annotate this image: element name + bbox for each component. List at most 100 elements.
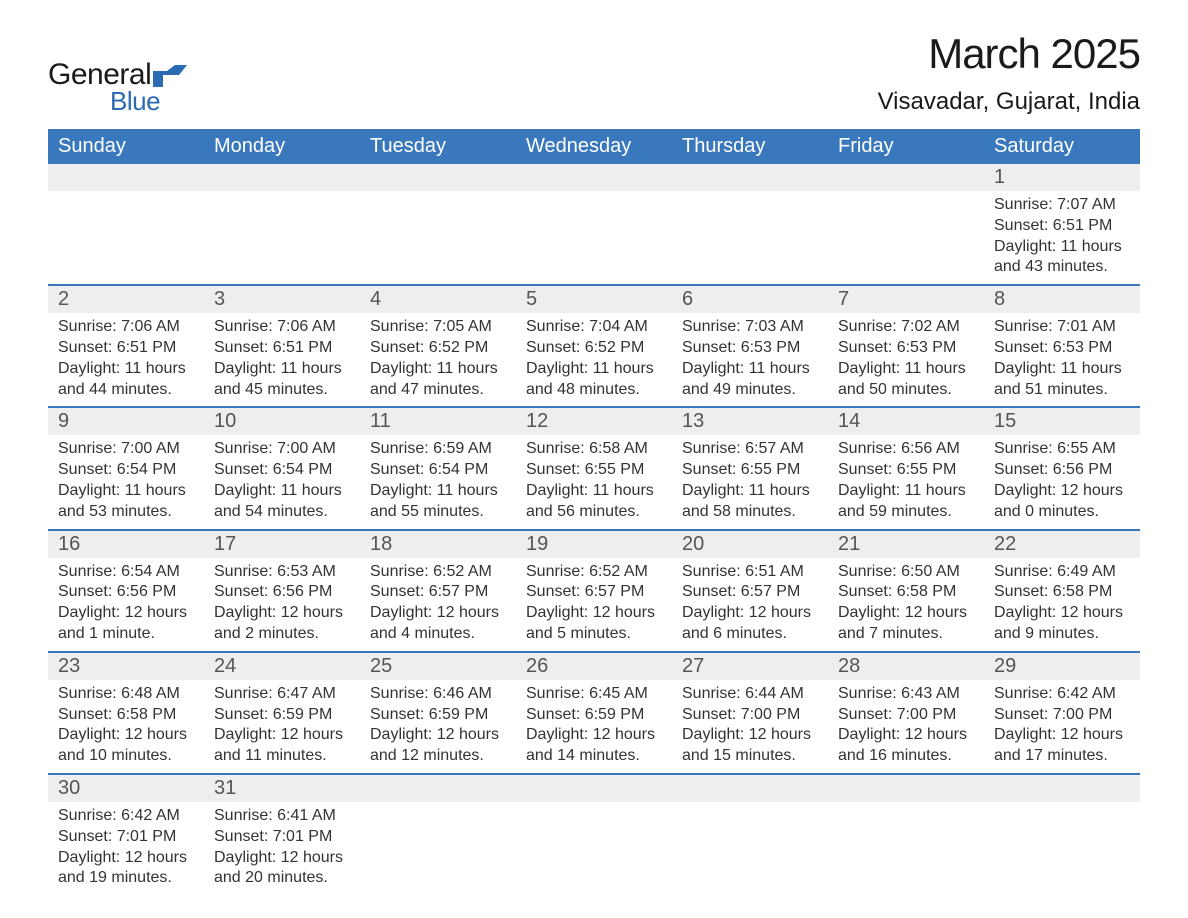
calendar-cell: 24Sunrise: 6:47 AMSunset: 6:59 PMDayligh… bbox=[204, 652, 360, 774]
day-details: Sunrise: 6:52 AMSunset: 6:57 PMDaylight:… bbox=[360, 558, 516, 651]
day-details: Sunrise: 7:05 AMSunset: 6:52 PMDaylight:… bbox=[360, 313, 516, 406]
sunset-text: Sunset: 7:00 PM bbox=[682, 705, 818, 726]
daylight-text-1: Daylight: 11 hours bbox=[526, 359, 662, 380]
sunrise-text: Sunrise: 6:53 AM bbox=[214, 562, 350, 583]
sunrise-text: Sunrise: 6:52 AM bbox=[370, 562, 506, 583]
daylight-text-2: and 2 minutes. bbox=[214, 624, 350, 645]
daylight-text-1: Daylight: 12 hours bbox=[838, 725, 974, 746]
empty-day bbox=[828, 191, 984, 201]
sunset-text: Sunset: 7:00 PM bbox=[994, 705, 1130, 726]
empty-day-number bbox=[828, 164, 984, 191]
calendar-cell bbox=[360, 774, 516, 895]
sunrise-text: Sunrise: 6:48 AM bbox=[58, 684, 194, 705]
sunset-text: Sunset: 6:54 PM bbox=[58, 460, 194, 481]
daylight-text-2: and 54 minutes. bbox=[214, 502, 350, 523]
daylight-text-2: and 4 minutes. bbox=[370, 624, 506, 645]
day-number: 28 bbox=[828, 653, 984, 680]
calendar-cell: 31Sunrise: 6:41 AMSunset: 7:01 PMDayligh… bbox=[204, 774, 360, 895]
day-number: 16 bbox=[48, 531, 204, 558]
calendar-cell: 8Sunrise: 7:01 AMSunset: 6:53 PMDaylight… bbox=[984, 285, 1140, 407]
sunset-text: Sunset: 6:59 PM bbox=[526, 705, 662, 726]
sunset-text: Sunset: 7:01 PM bbox=[58, 827, 194, 848]
calendar-cell: 3Sunrise: 7:06 AMSunset: 6:51 PMDaylight… bbox=[204, 285, 360, 407]
day-details: Sunrise: 7:07 AMSunset: 6:51 PMDaylight:… bbox=[984, 191, 1140, 284]
sunrise-text: Sunrise: 7:07 AM bbox=[994, 195, 1130, 216]
daylight-text-1: Daylight: 12 hours bbox=[838, 603, 974, 624]
day-details: Sunrise: 6:55 AMSunset: 6:56 PMDaylight:… bbox=[984, 435, 1140, 528]
sunrise-text: Sunrise: 6:51 AM bbox=[682, 562, 818, 583]
sunset-text: Sunset: 6:57 PM bbox=[526, 582, 662, 603]
sunset-text: Sunset: 6:53 PM bbox=[838, 338, 974, 359]
calendar-cell bbox=[828, 774, 984, 895]
day-details: Sunrise: 7:00 AMSunset: 6:54 PMDaylight:… bbox=[48, 435, 204, 528]
daylight-text-2: and 6 minutes. bbox=[682, 624, 818, 645]
sunrise-text: Sunrise: 6:42 AM bbox=[994, 684, 1130, 705]
calendar-cell: 14Sunrise: 6:56 AMSunset: 6:55 PMDayligh… bbox=[828, 407, 984, 529]
day-number: 27 bbox=[672, 653, 828, 680]
daylight-text-2: and 56 minutes. bbox=[526, 502, 662, 523]
calendar-week-row: 23Sunrise: 6:48 AMSunset: 6:58 PMDayligh… bbox=[48, 652, 1140, 774]
weekday-header: Monday bbox=[204, 129, 360, 164]
sunset-text: Sunset: 6:52 PM bbox=[526, 338, 662, 359]
empty-day bbox=[204, 191, 360, 201]
daylight-text-1: Daylight: 11 hours bbox=[682, 359, 818, 380]
sunset-text: Sunset: 6:53 PM bbox=[994, 338, 1130, 359]
calendar-cell: 4Sunrise: 7:05 AMSunset: 6:52 PMDaylight… bbox=[360, 285, 516, 407]
daylight-text-1: Daylight: 12 hours bbox=[214, 848, 350, 869]
empty-day bbox=[516, 802, 672, 812]
day-details: Sunrise: 6:42 AMSunset: 7:00 PMDaylight:… bbox=[984, 680, 1140, 773]
day-number: 21 bbox=[828, 531, 984, 558]
calendar-cell: 12Sunrise: 6:58 AMSunset: 6:55 PMDayligh… bbox=[516, 407, 672, 529]
day-number: 1 bbox=[984, 164, 1140, 191]
weekday-header: Saturday bbox=[984, 129, 1140, 164]
sunset-text: Sunset: 6:58 PM bbox=[58, 705, 194, 726]
weekday-header: Sunday bbox=[48, 129, 204, 164]
day-details: Sunrise: 7:01 AMSunset: 6:53 PMDaylight:… bbox=[984, 313, 1140, 406]
sunset-text: Sunset: 6:51 PM bbox=[214, 338, 350, 359]
sunset-text: Sunset: 6:54 PM bbox=[370, 460, 506, 481]
daylight-text-2: and 59 minutes. bbox=[838, 502, 974, 523]
calendar-cell: 29Sunrise: 6:42 AMSunset: 7:00 PMDayligh… bbox=[984, 652, 1140, 774]
day-number: 13 bbox=[672, 408, 828, 435]
sunset-text: Sunset: 6:51 PM bbox=[994, 216, 1130, 237]
daylight-text-2: and 50 minutes. bbox=[838, 380, 974, 401]
day-details: Sunrise: 6:45 AMSunset: 6:59 PMDaylight:… bbox=[516, 680, 672, 773]
sunrise-text: Sunrise: 7:00 AM bbox=[58, 439, 194, 460]
weekday-header: Tuesday bbox=[360, 129, 516, 164]
day-number: 17 bbox=[204, 531, 360, 558]
day-number: 8 bbox=[984, 286, 1140, 313]
calendar-cell: 10Sunrise: 7:00 AMSunset: 6:54 PMDayligh… bbox=[204, 407, 360, 529]
daylight-text-2: and 49 minutes. bbox=[682, 380, 818, 401]
calendar-cell: 26Sunrise: 6:45 AMSunset: 6:59 PMDayligh… bbox=[516, 652, 672, 774]
day-details: Sunrise: 7:03 AMSunset: 6:53 PMDaylight:… bbox=[672, 313, 828, 406]
daylight-text-1: Daylight: 11 hours bbox=[994, 359, 1130, 380]
empty-day bbox=[360, 802, 516, 812]
calendar-cell: 9Sunrise: 7:00 AMSunset: 6:54 PMDaylight… bbox=[48, 407, 204, 529]
calendar-cell: 22Sunrise: 6:49 AMSunset: 6:58 PMDayligh… bbox=[984, 530, 1140, 652]
sunrise-text: Sunrise: 6:44 AM bbox=[682, 684, 818, 705]
calendar-cell: 21Sunrise: 6:50 AMSunset: 6:58 PMDayligh… bbox=[828, 530, 984, 652]
daylight-text-1: Daylight: 11 hours bbox=[682, 481, 818, 502]
day-details: Sunrise: 7:06 AMSunset: 6:51 PMDaylight:… bbox=[204, 313, 360, 406]
calendar-cell bbox=[516, 774, 672, 895]
page-subtitle: Visavadar, Gujarat, India bbox=[878, 88, 1140, 116]
calendar-cell: 15Sunrise: 6:55 AMSunset: 6:56 PMDayligh… bbox=[984, 407, 1140, 529]
sunrise-text: Sunrise: 7:02 AM bbox=[838, 317, 974, 338]
sunrise-text: Sunrise: 6:54 AM bbox=[58, 562, 194, 583]
day-details: Sunrise: 6:44 AMSunset: 7:00 PMDaylight:… bbox=[672, 680, 828, 773]
sunset-text: Sunset: 6:59 PM bbox=[370, 705, 506, 726]
daylight-text-1: Daylight: 12 hours bbox=[526, 725, 662, 746]
calendar-week-row: 9Sunrise: 7:00 AMSunset: 6:54 PMDaylight… bbox=[48, 407, 1140, 529]
weekday-header: Friday bbox=[828, 129, 984, 164]
day-details: Sunrise: 7:06 AMSunset: 6:51 PMDaylight:… bbox=[48, 313, 204, 406]
day-details: Sunrise: 6:54 AMSunset: 6:56 PMDaylight:… bbox=[48, 558, 204, 651]
sunrise-text: Sunrise: 6:45 AM bbox=[526, 684, 662, 705]
daylight-text-1: Daylight: 12 hours bbox=[214, 603, 350, 624]
sunset-text: Sunset: 6:54 PM bbox=[214, 460, 350, 481]
day-details: Sunrise: 6:49 AMSunset: 6:58 PMDaylight:… bbox=[984, 558, 1140, 651]
calendar-cell: 27Sunrise: 6:44 AMSunset: 7:00 PMDayligh… bbox=[672, 652, 828, 774]
calendar-cell bbox=[672, 774, 828, 895]
daylight-text-2: and 16 minutes. bbox=[838, 746, 974, 767]
day-details: Sunrise: 6:57 AMSunset: 6:55 PMDaylight:… bbox=[672, 435, 828, 528]
sunset-text: Sunset: 6:57 PM bbox=[682, 582, 818, 603]
